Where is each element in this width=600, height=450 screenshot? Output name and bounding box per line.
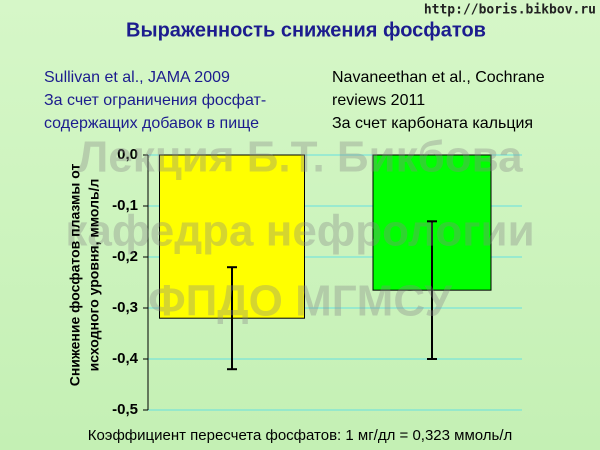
y-axis-title: Снижение фосфатов плазмы от исходного ур…: [67, 164, 102, 387]
annotation-line: содержащих добавок в пище: [44, 115, 259, 132]
y-tick-label: -0,2: [112, 248, 138, 265]
y-tick-label: -0,4: [112, 350, 139, 367]
slide-title: Выраженность снижения фосфатов: [126, 19, 486, 41]
y-tick-label: 0,0: [117, 146, 138, 163]
y-tick-label: -0,5: [112, 401, 138, 418]
y-axis-title-line: исходного уровня, ммоль/л: [86, 179, 102, 372]
watermark: Лекция Б.Т. Бикбова кафедра нефрологии Ф…: [65, 133, 534, 326]
annotation-line: reviews 2011: [332, 92, 425, 109]
footnote: Коэффициент пересчета фосфатов: 1 мг/дл …: [88, 427, 513, 444]
watermark-line: Лекция Б.Т. Бикбова: [77, 133, 523, 182]
annotation-line: За счет карбоната кальция: [332, 115, 533, 132]
annotation-line: Navaneethan et al., Cochrane: [332, 69, 545, 86]
annotation-line: За счет ограничения фосфат-: [44, 92, 266, 109]
annotation-left: Sullivan et al., JAMA 2009 За счет огран…: [44, 69, 266, 132]
y-tick-label: -0,1: [112, 197, 138, 214]
chart: 0,0 -0,1 -0,2 -0,3 -0,4 -0,5: [112, 146, 522, 418]
annotation-line: Sullivan et al., JAMA 2009: [44, 69, 230, 86]
watermark-line: ФПДО МГМСУ: [148, 277, 452, 326]
source-url: http://boris.bikbov.ru: [424, 3, 596, 18]
y-axis-title-line: Снижение фосфатов плазмы от: [67, 164, 83, 387]
y-tick-label: -0,3: [112, 299, 138, 316]
annotation-right: Navaneethan et al., Cochrane reviews 201…: [332, 69, 545, 132]
watermark-line: кафедра нефрологии: [65, 207, 534, 256]
